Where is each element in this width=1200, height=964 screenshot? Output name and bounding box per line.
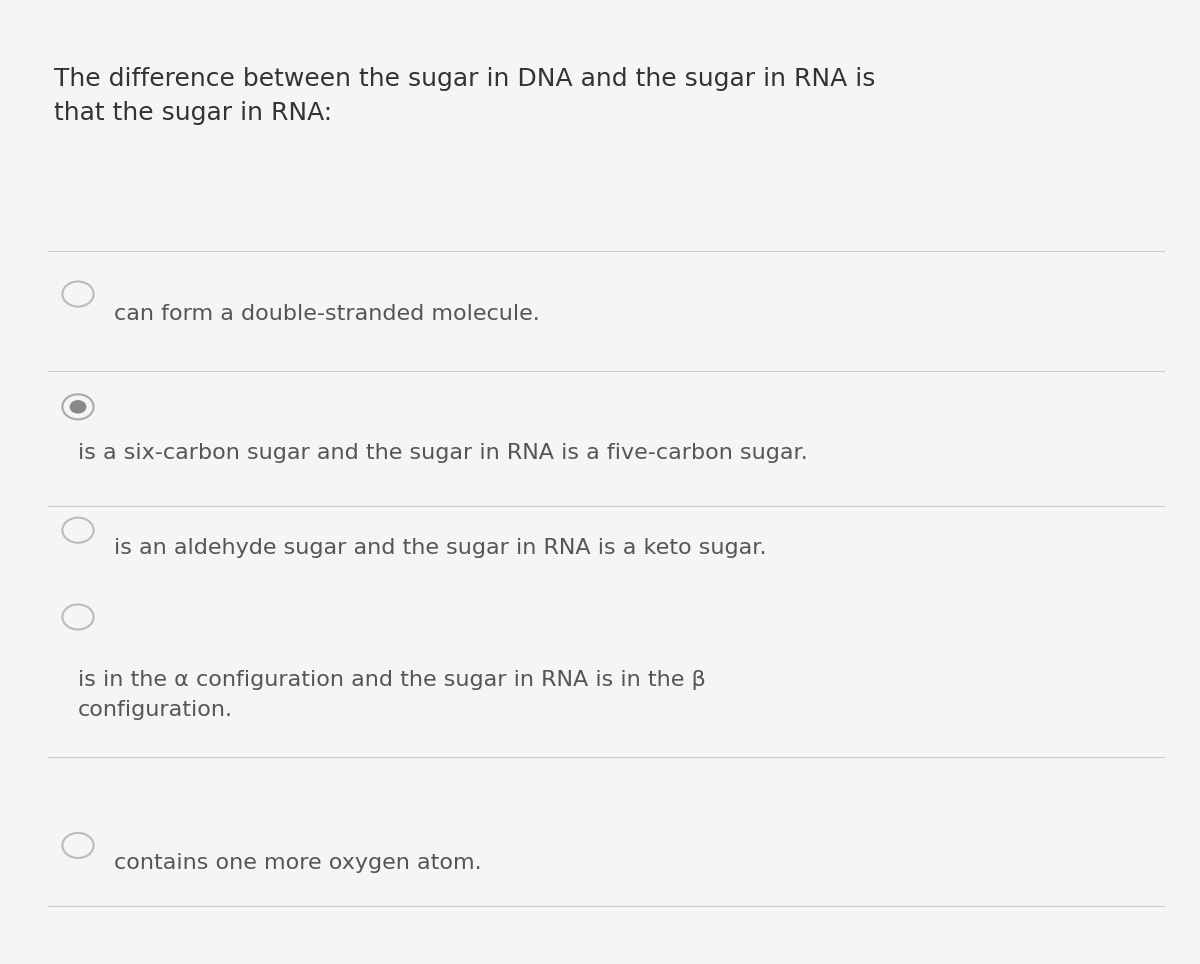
Circle shape [70,400,86,414]
Text: is an aldehyde sugar and the sugar in RNA is a keto sugar.: is an aldehyde sugar and the sugar in RN… [114,538,767,558]
Text: is a six-carbon sugar and the sugar in RNA is a five-carbon sugar.: is a six-carbon sugar and the sugar in R… [78,443,808,464]
Text: can form a double-stranded molecule.: can form a double-stranded molecule. [114,304,540,324]
Text: is in the α configuration and the sugar in RNA is in the β
configuration.: is in the α configuration and the sugar … [78,670,706,719]
Text: The difference between the sugar in DNA and the sugar in RNA is
that the sugar i: The difference between the sugar in DNA … [54,67,875,125]
Text: contains one more oxygen atom.: contains one more oxygen atom. [114,853,481,873]
